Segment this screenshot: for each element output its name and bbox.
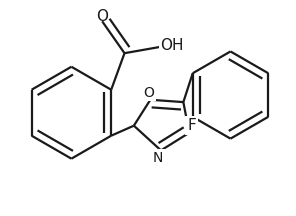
Text: F: F xyxy=(187,118,196,133)
Text: O: O xyxy=(144,86,155,100)
Text: N: N xyxy=(153,151,163,165)
Text: OH: OH xyxy=(160,38,184,53)
Text: O: O xyxy=(96,9,108,24)
